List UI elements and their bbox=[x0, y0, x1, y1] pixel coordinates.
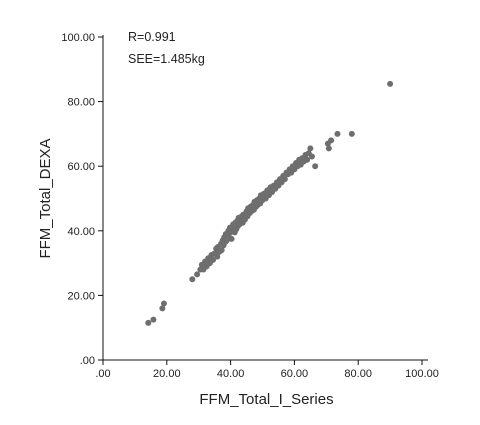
y-tick-label: 80.00 bbox=[67, 97, 95, 109]
x-tick-label: 40.00 bbox=[217, 368, 245, 380]
y-tick-label: .00 bbox=[80, 355, 95, 367]
data-point bbox=[312, 163, 319, 170]
y-tick-label: 40.00 bbox=[67, 226, 95, 238]
data-point bbox=[218, 247, 225, 254]
x-tick-label: 80.00 bbox=[344, 368, 372, 380]
x-axis-ticks: .00 20.00 40.00 60.00 80.00 100.00 bbox=[95, 360, 439, 380]
data-point bbox=[308, 153, 315, 160]
y-axis-ticks: .00 20.00 40.00 60.00 80.00 100.00 bbox=[61, 32, 103, 367]
y-tick-label: 100.00 bbox=[61, 32, 95, 44]
data-point bbox=[348, 130, 355, 137]
data-point bbox=[194, 271, 201, 278]
y-tick-label: 60.00 bbox=[67, 161, 95, 173]
data-point bbox=[214, 253, 221, 260]
data-point bbox=[159, 305, 166, 312]
data-point bbox=[189, 276, 196, 283]
data-point bbox=[160, 300, 167, 307]
x-tick-label: 100.00 bbox=[405, 368, 439, 380]
data-point bbox=[210, 256, 217, 263]
data-point bbox=[307, 145, 314, 152]
data-point bbox=[304, 156, 311, 163]
data-point bbox=[325, 145, 332, 152]
data-point bbox=[387, 80, 394, 87]
y-axis-title: FFM_Total_DEXA bbox=[37, 138, 54, 258]
data-point bbox=[150, 316, 157, 323]
points-layer bbox=[145, 80, 394, 326]
data-point bbox=[281, 176, 288, 183]
data-point bbox=[228, 235, 235, 242]
x-axis-title: FFM_Total_I_Series bbox=[199, 391, 333, 408]
annotation-r-value: R=0.991 bbox=[128, 30, 176, 44]
x-tick-label: 20.00 bbox=[153, 368, 181, 380]
x-tick-label: 60.00 bbox=[281, 368, 309, 380]
annotation-see-value: SEE=1.485kg bbox=[128, 52, 205, 66]
data-point bbox=[145, 319, 152, 326]
data-point bbox=[334, 130, 341, 137]
y-tick-label: 20.00 bbox=[67, 290, 95, 302]
x-tick-label: .00 bbox=[95, 368, 110, 380]
data-point bbox=[328, 137, 335, 144]
